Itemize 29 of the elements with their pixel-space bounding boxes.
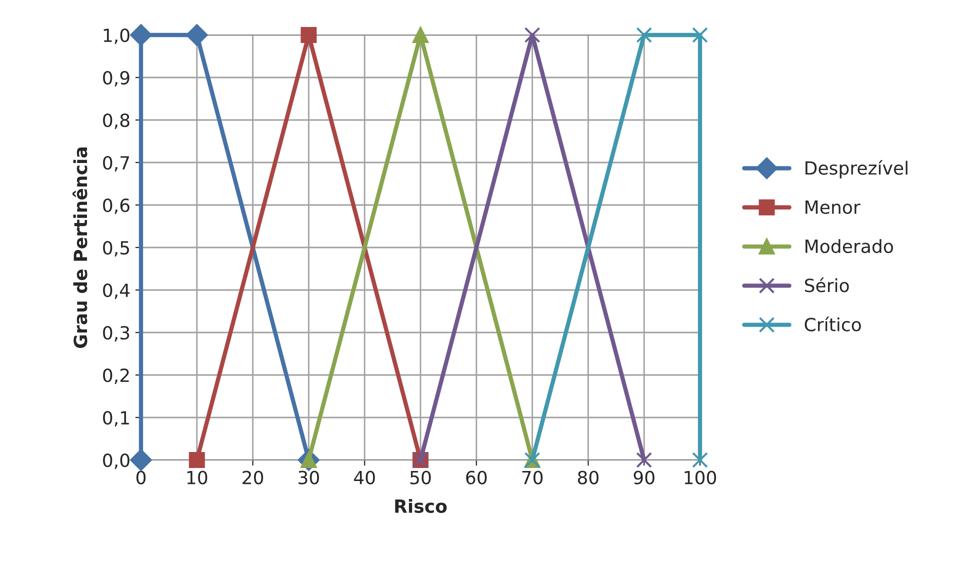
x-tick-label: 50 xyxy=(410,470,431,484)
x-tick-label: 90 xyxy=(634,470,654,484)
x-axis-title: Risco xyxy=(395,499,447,513)
y-tick-label: 0,6 xyxy=(103,198,130,214)
x-tick-label: 70 xyxy=(522,470,543,484)
x-tick-label: 60 xyxy=(466,470,487,484)
legend-label: Menor xyxy=(806,200,860,214)
x-tick-label: 100 xyxy=(684,470,716,484)
y-tick-label: 0,3 xyxy=(103,326,130,342)
y-tick-label: 0,8 xyxy=(103,113,130,129)
x-tick-label: 10 xyxy=(187,470,208,484)
legend-label: Moderado xyxy=(806,239,893,254)
x-tick-label: 30 xyxy=(298,470,319,484)
y-tick-label: 0,2 xyxy=(103,368,129,384)
y-tick-label: 0,4 xyxy=(103,283,130,299)
x-tick-label: 40 xyxy=(354,470,375,484)
x-tick-label: 80 xyxy=(578,470,598,484)
y-tick-label: 0,0 xyxy=(103,453,130,469)
y-tick-label: 0,7 xyxy=(103,156,130,172)
x-tick-label: 0 xyxy=(136,470,146,484)
y-tick-label: 0,9 xyxy=(103,70,130,86)
x-tick-label: 20 xyxy=(242,470,264,484)
legend-label: Desprezível xyxy=(806,160,908,178)
y-axis-title: Grau de Pertinência xyxy=(72,148,88,348)
legend-label: Crítico xyxy=(804,316,861,332)
legend-label: Sério xyxy=(804,278,849,292)
y-tick-label: 0,1 xyxy=(103,410,129,426)
y-tick-label: 0,5 xyxy=(103,240,130,256)
y-tick-label: 1,0 xyxy=(104,28,130,44)
